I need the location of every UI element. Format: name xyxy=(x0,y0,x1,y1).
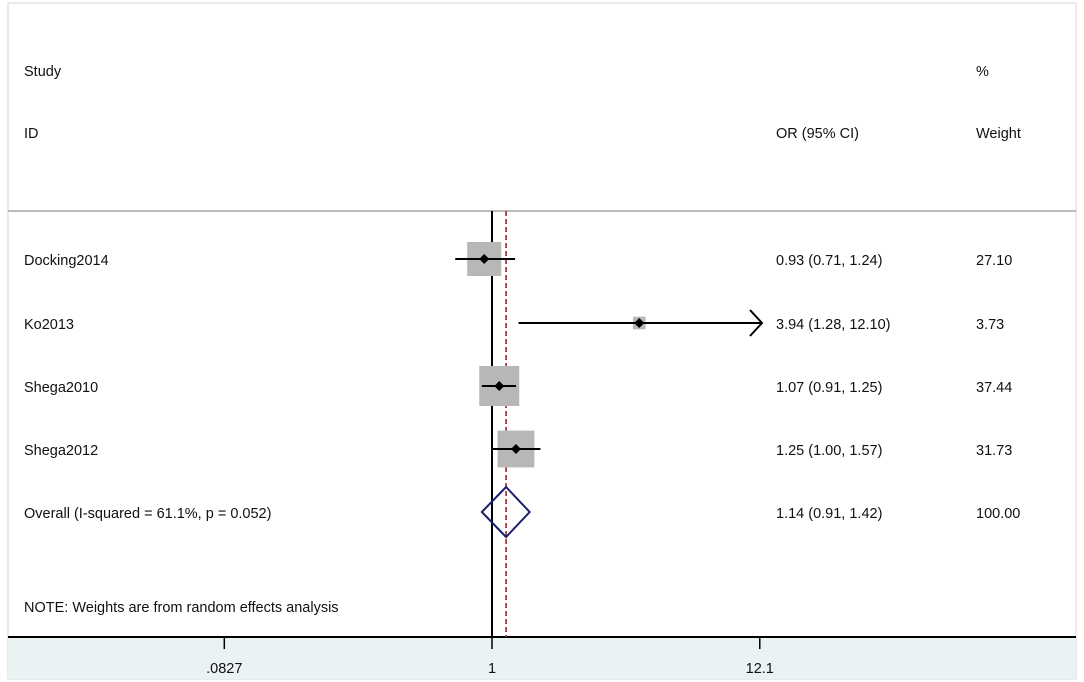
overall-label: Overall (I-squared = 61.1%, p = 0.052) xyxy=(24,506,271,522)
study-label: Docking2014 xyxy=(24,253,109,269)
study-label: Ko2013 xyxy=(24,317,74,333)
overall-weight-value: 100.00 xyxy=(976,506,1020,522)
weight-value: 27.10 xyxy=(976,253,1012,269)
header-study: Study xyxy=(24,64,62,80)
point-estimate xyxy=(494,381,505,391)
plot-frame xyxy=(7,2,1077,680)
header-id: ID xyxy=(24,126,39,142)
x-tick-label: 1 xyxy=(488,661,496,677)
weight-value: 37.44 xyxy=(976,380,1012,396)
study-label: Shega2012 xyxy=(24,443,98,459)
overall-diamond xyxy=(480,485,532,539)
or-value: 0.93 (0.71, 1.24) xyxy=(776,253,882,269)
point-estimate xyxy=(479,254,490,264)
study-label: Shega2010 xyxy=(24,380,98,396)
or-value: 1.25 (1.00, 1.57) xyxy=(776,443,882,459)
point-estimate xyxy=(634,318,645,328)
weight-value: 3.73 xyxy=(976,317,1004,333)
header-or: OR (95% CI) xyxy=(776,126,859,142)
header-weight: Weight xyxy=(976,126,1021,142)
or-value: 1.07 (0.91, 1.25) xyxy=(776,380,882,396)
x-tick-label: 12.1 xyxy=(746,661,774,677)
axis-band xyxy=(8,637,1076,679)
note-text: NOTE: Weights are from random effects an… xyxy=(24,600,339,616)
x-tick-label: .0827 xyxy=(206,661,242,677)
or-value: 3.94 (1.28, 12.10) xyxy=(776,317,890,333)
plot-marks: .0827 1 12.1 xyxy=(206,211,774,677)
ci-arrow xyxy=(749,309,764,337)
header-weight-percent: % xyxy=(976,64,989,80)
overall-or-value: 1.14 (0.91, 1.42) xyxy=(776,506,882,522)
weight-value: 31.73 xyxy=(976,443,1012,459)
point-estimate xyxy=(510,444,521,454)
